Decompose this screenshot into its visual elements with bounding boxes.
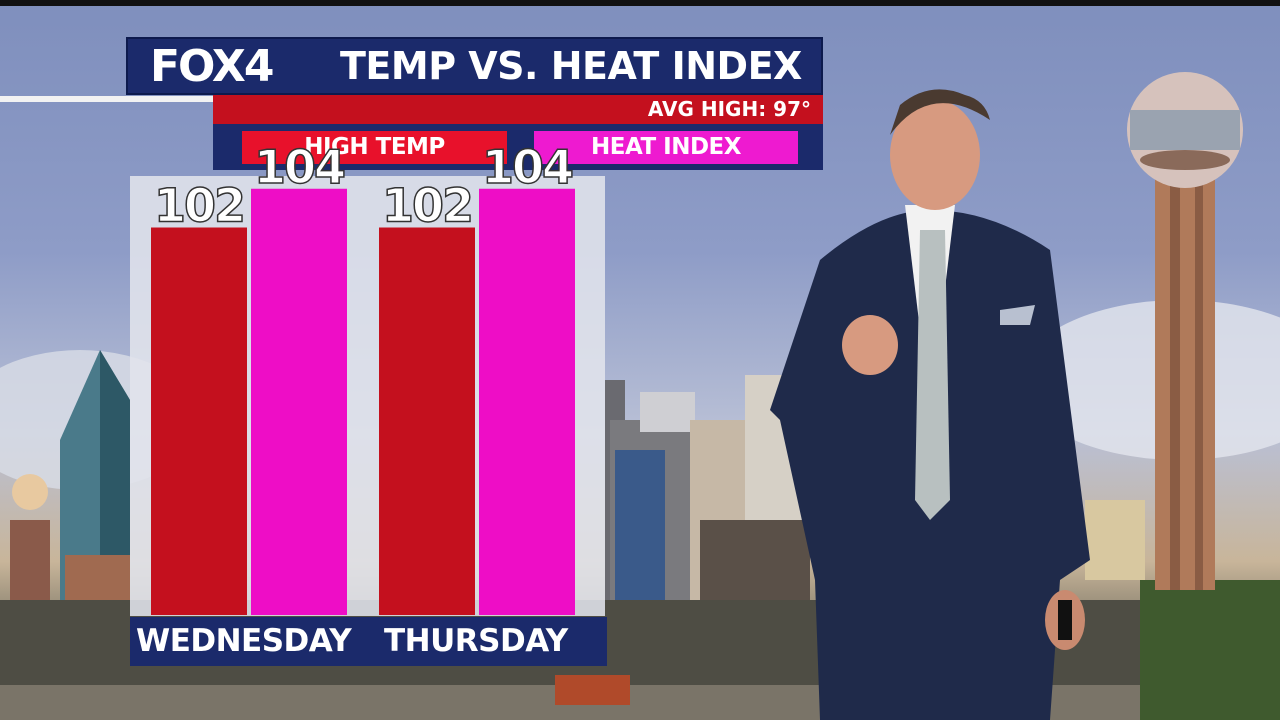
header-title-bar: FOX4 TEMP VS. HEAT INDEX xyxy=(126,37,823,95)
bar-wednesday-heat-index xyxy=(251,188,347,615)
bar-thursday-high-temp xyxy=(379,227,475,615)
avg-high-text: AVG HIGH: 97° xyxy=(647,97,811,121)
day-axis-bar: WEDNESDAY THURSDAY xyxy=(130,617,607,666)
value-label-wednesday-high-temp: 102 xyxy=(154,179,244,233)
day-label-thursday: THURSDAY xyxy=(384,623,568,659)
value-label-thursday-high-temp: 102 xyxy=(382,179,472,233)
reunion-tower-image xyxy=(1127,72,1243,590)
legend: HIGH TEMP HEAT INDEX xyxy=(213,124,823,170)
fox4-logo: FOX4 xyxy=(150,41,274,92)
legend-high-temp: HIGH TEMP xyxy=(242,131,507,164)
bar-thursday-heat-index xyxy=(479,188,575,615)
accent-line xyxy=(0,96,215,102)
top-border xyxy=(0,0,1280,6)
value-label-thursday-heat-index: 104 xyxy=(482,140,572,194)
day-label-wednesday: WEDNESDAY xyxy=(136,623,352,659)
avg-high-bar: AVG HIGH: 97° xyxy=(213,95,823,124)
bar-wednesday-high-temp xyxy=(151,227,247,615)
presenter-image xyxy=(770,89,1090,720)
graphic-title: TEMP VS. HEAT INDEX xyxy=(340,44,802,88)
value-label-wednesday-heat-index: 104 xyxy=(254,140,344,194)
legend-heat-index: HEAT INDEX xyxy=(534,131,798,164)
